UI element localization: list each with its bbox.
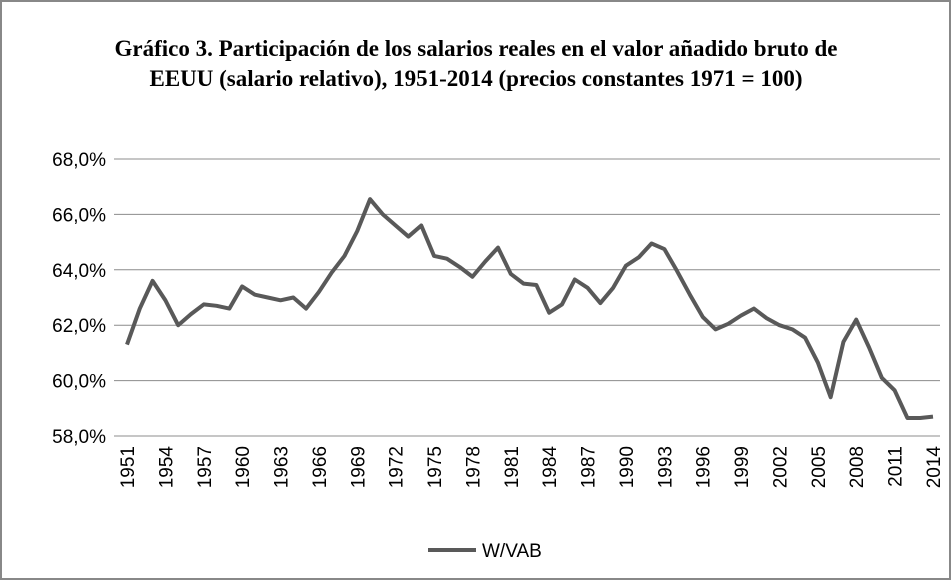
- x-tick-label: 1972: [387, 446, 408, 488]
- x-tick-label: 1954: [156, 446, 177, 489]
- y-tick-label: 62,0%: [52, 316, 106, 337]
- x-tick-label: 1957: [195, 446, 216, 488]
- x-tick-label: 2005: [809, 446, 830, 488]
- x-tick-label: 1990: [617, 446, 638, 488]
- x-tick-label: 1987: [579, 446, 600, 488]
- legend-label: W/VAB: [482, 541, 542, 562]
- x-tick-label: 1969: [348, 446, 369, 488]
- x-tick-label: 1999: [732, 446, 753, 488]
- x-tick-label: 1963: [272, 446, 293, 488]
- x-tick-label: 1993: [655, 446, 676, 488]
- y-tick-label: 58,0%: [52, 427, 106, 448]
- x-tick-label: 1966: [310, 446, 331, 488]
- y-tick-label: 60,0%: [52, 372, 106, 393]
- y-tick-label: 64,0%: [52, 261, 106, 282]
- x-tick-label: 2014: [924, 446, 945, 489]
- x-tick-label: 1996: [694, 446, 715, 488]
- x-tick-label: 1984: [540, 446, 561, 489]
- x-tick-label: 1981: [502, 446, 523, 488]
- y-tick-label: 68,0%: [52, 150, 106, 171]
- data-line: [125, 197, 934, 420]
- x-tick-label: 1975: [425, 446, 446, 488]
- x-tick-label: 2008: [847, 446, 868, 488]
- x-tick-label: 1960: [233, 446, 254, 488]
- chart-title: Gráfico 3. Participación de los salarios…: [114, 36, 838, 91]
- y-tick-label: 66,0%: [52, 205, 106, 226]
- x-tick-label: 2011: [886, 446, 907, 487]
- x-tick-label: 1951: [118, 446, 139, 488]
- x-tick-label: 2002: [770, 446, 791, 488]
- x-tick-label: 1978: [463, 446, 484, 488]
